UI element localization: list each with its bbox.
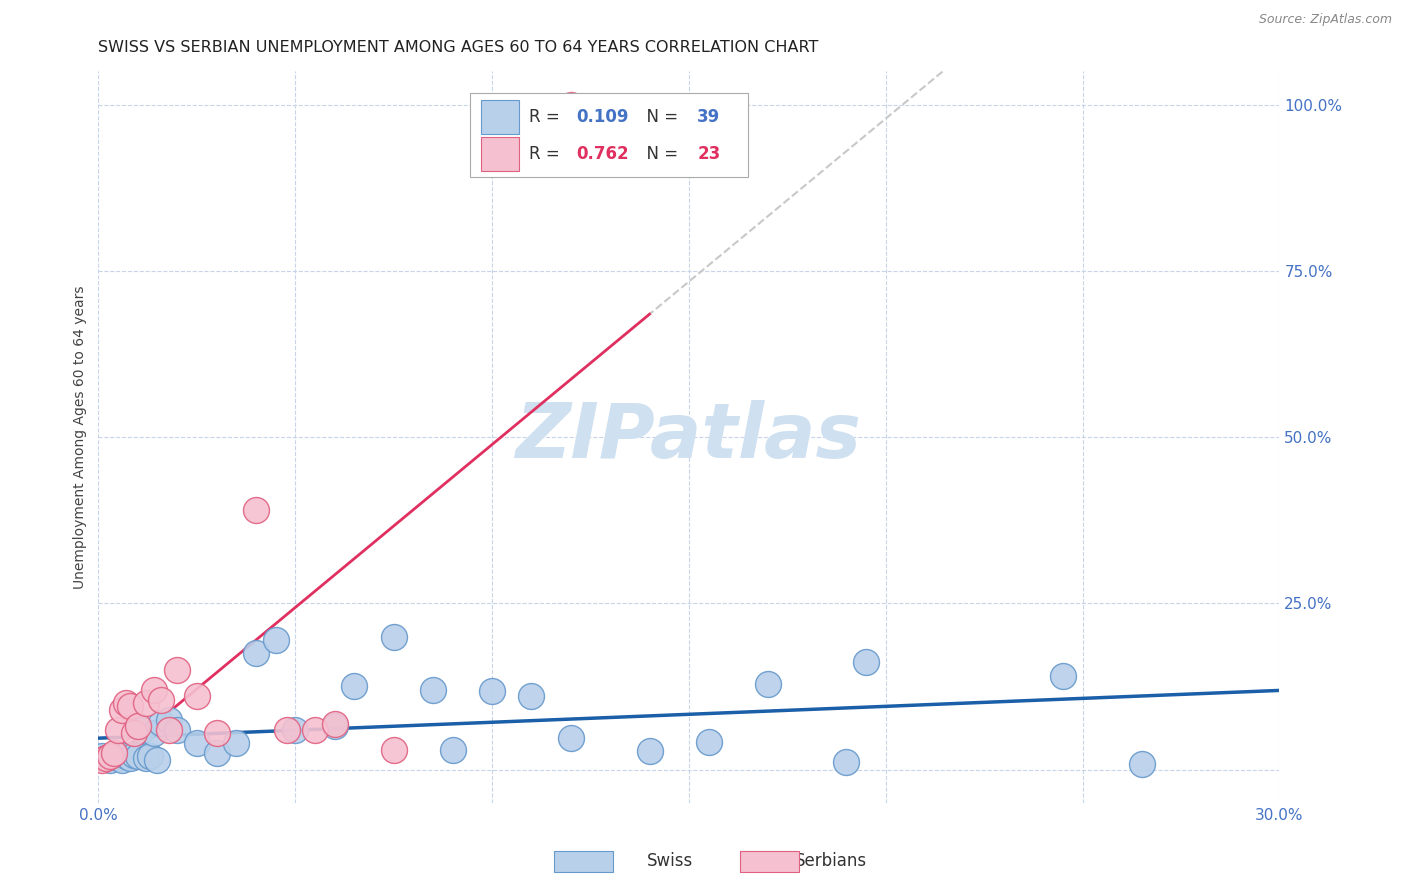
Text: R =: R = [530, 145, 565, 163]
Text: 0.762: 0.762 [576, 145, 630, 163]
Point [343, 680, 366, 694]
Point [756, 677, 779, 691]
Y-axis label: Unemployment Among Ages 60 to 64 years: Unemployment Among Ages 60 to 64 years [73, 285, 87, 589]
Point [131, 723, 153, 737]
Text: Source: ZipAtlas.com: Source: ZipAtlas.com [1258, 13, 1392, 27]
Point [382, 630, 405, 644]
Point [205, 726, 228, 740]
Point [118, 750, 141, 764]
Point [96, 750, 118, 764]
Point [150, 692, 173, 706]
Point [127, 749, 149, 764]
Point [127, 719, 149, 733]
Point [157, 713, 180, 727]
Point [441, 742, 464, 756]
Point [245, 646, 267, 660]
Point [422, 682, 444, 697]
FancyBboxPatch shape [481, 100, 519, 134]
Point [122, 747, 145, 762]
Point [135, 750, 157, 764]
Point [138, 749, 160, 764]
Point [98, 753, 121, 767]
Point [107, 723, 129, 737]
Point [98, 749, 121, 764]
Point [323, 719, 346, 733]
Text: 0.109: 0.109 [576, 108, 630, 126]
Text: N =: N = [636, 108, 683, 126]
Point [142, 726, 165, 740]
Point [186, 690, 208, 704]
Point [122, 726, 145, 740]
Point [107, 750, 129, 764]
Point [560, 97, 582, 112]
Point [96, 750, 118, 764]
Point [382, 742, 405, 756]
Point [323, 717, 346, 731]
Point [103, 749, 125, 764]
Point [115, 749, 138, 764]
Point [205, 746, 228, 760]
Point [304, 723, 326, 737]
Point [115, 696, 138, 710]
FancyBboxPatch shape [471, 94, 748, 178]
Text: SWISS VS SERBIAN UNEMPLOYMENT AMONG AGES 60 TO 64 YEARS CORRELATION CHART: SWISS VS SERBIAN UNEMPLOYMENT AMONG AGES… [98, 40, 818, 55]
Point [157, 723, 180, 737]
Point [835, 755, 858, 769]
Point [1130, 757, 1153, 772]
Text: 23: 23 [697, 145, 720, 163]
Text: ZIPatlas: ZIPatlas [516, 401, 862, 474]
Point [135, 696, 157, 710]
Point [111, 703, 134, 717]
Point [697, 734, 720, 748]
Point [638, 744, 661, 758]
Point [186, 736, 208, 750]
Point [225, 736, 247, 750]
Point [166, 663, 188, 677]
Point [481, 684, 503, 698]
Point [146, 753, 169, 767]
Point [560, 731, 582, 745]
Point [111, 753, 134, 767]
Point [166, 723, 188, 737]
Point [150, 716, 173, 731]
Point [91, 753, 114, 767]
Point [276, 723, 298, 737]
Point [91, 749, 114, 764]
Point [103, 746, 125, 760]
Point [520, 690, 543, 704]
Text: Swiss: Swiss [647, 852, 693, 870]
Text: N =: N = [636, 145, 683, 163]
Text: R =: R = [530, 108, 565, 126]
Point [1052, 669, 1074, 683]
Point [855, 655, 877, 669]
Text: 39: 39 [697, 108, 720, 126]
Point [245, 503, 267, 517]
Point [118, 699, 141, 714]
FancyBboxPatch shape [481, 136, 519, 171]
Point [264, 632, 287, 647]
Text: Serbians: Serbians [794, 852, 866, 870]
Point [284, 723, 307, 737]
Point [142, 682, 165, 697]
